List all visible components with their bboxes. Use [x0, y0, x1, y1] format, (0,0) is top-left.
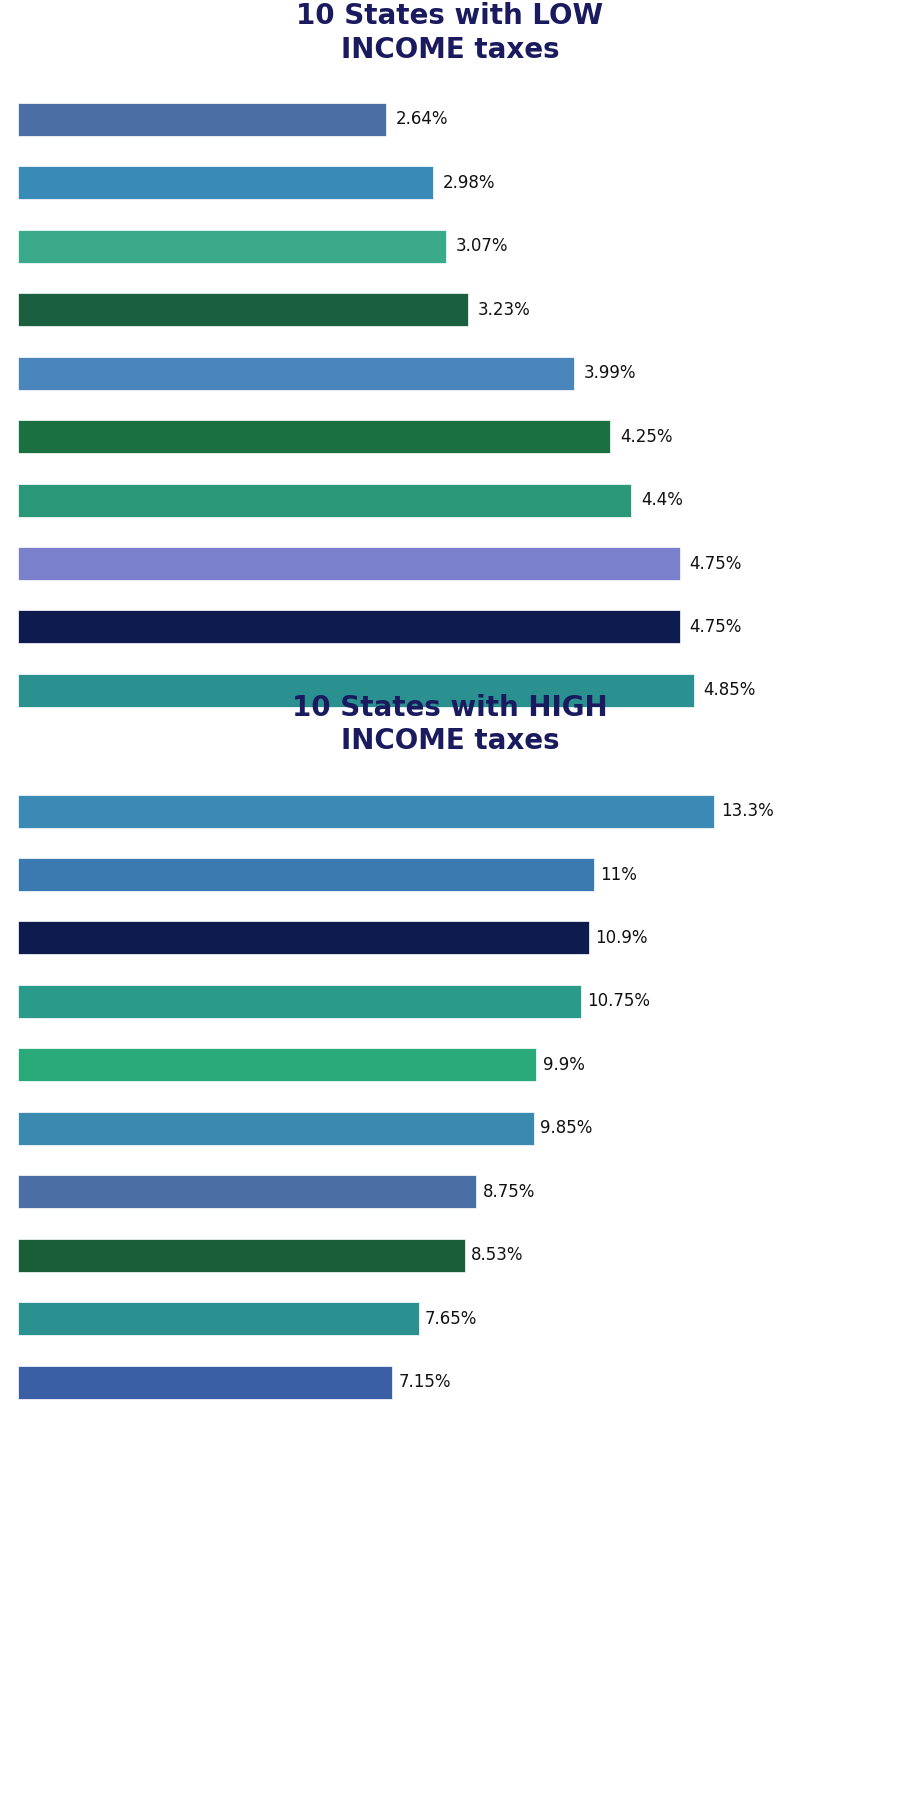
Text: 3.07%: 3.07%	[455, 237, 508, 255]
Bar	[18, 985, 580, 1017]
Text: 11%: 11%	[600, 866, 637, 883]
Bar	[18, 610, 680, 644]
Text: 9.9%: 9.9%	[543, 1056, 585, 1074]
Bar	[18, 293, 468, 326]
Text: 8.53%: 8.53%	[471, 1247, 524, 1265]
Bar	[18, 166, 433, 200]
Bar	[18, 795, 715, 828]
Bar	[18, 857, 594, 892]
Bar	[18, 921, 589, 954]
Text: 3.99%: 3.99%	[584, 364, 636, 382]
Bar	[18, 1239, 464, 1272]
Text: No Sales Tax: No Sales Tax	[321, 1529, 579, 1563]
Text: 4.75%: 4.75%	[689, 555, 742, 573]
Bar	[18, 548, 680, 581]
Bar	[18, 673, 694, 706]
Text: 10.75%: 10.75%	[587, 992, 650, 1010]
Text: 9.85%: 9.85%	[540, 1119, 592, 1138]
Bar	[18, 104, 386, 136]
Bar	[18, 1176, 476, 1208]
Text: 4.75%: 4.75%	[689, 619, 742, 635]
Text: 10 States with HIGH
INCOME taxes: 10 States with HIGH INCOME taxes	[292, 693, 608, 755]
Bar	[18, 357, 574, 389]
Bar	[18, 1365, 392, 1398]
Bar	[18, 420, 610, 453]
Bar	[18, 229, 446, 262]
Text: 10.9%: 10.9%	[595, 928, 647, 946]
Text: 7.65%: 7.65%	[425, 1310, 477, 1327]
Bar	[18, 484, 631, 517]
Text: 13.3%: 13.3%	[721, 803, 773, 821]
Bar	[18, 1301, 418, 1336]
Text: 2.64%: 2.64%	[396, 111, 448, 129]
Text: 4.25%: 4.25%	[620, 428, 672, 446]
Text: 8.75%: 8.75%	[482, 1183, 535, 1201]
Text: 2.98%: 2.98%	[443, 175, 496, 191]
Bar	[18, 1048, 536, 1081]
Text: Delaware
New Hampshire
Montana
Oregon
Alaska: Delaware New Hampshire Montana Oregon Al…	[356, 1594, 544, 1764]
Text: 3.23%: 3.23%	[478, 300, 531, 318]
Text: 4.85%: 4.85%	[704, 681, 756, 699]
Text: 4.4%: 4.4%	[641, 491, 683, 510]
Text: 7.15%: 7.15%	[399, 1372, 451, 1390]
Text: 10 States with LOW
INCOME taxes: 10 States with LOW INCOME taxes	[296, 2, 604, 64]
Bar	[18, 1112, 534, 1145]
